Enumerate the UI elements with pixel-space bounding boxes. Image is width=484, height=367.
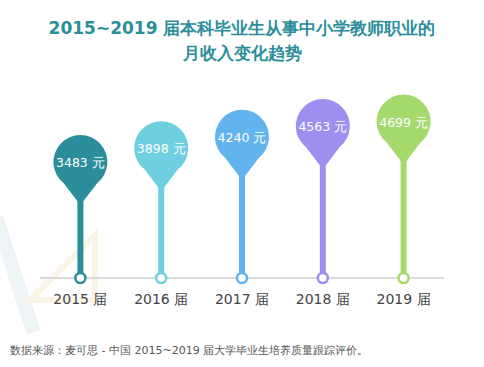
lollipop-head: [134, 121, 188, 191]
title-line: 2015~2019 届本科毕业生从事中小学教师职业的: [49, 18, 436, 38]
lollipop-base: [237, 273, 247, 283]
lollipop-base: [156, 273, 166, 283]
lollipop: [296, 99, 350, 283]
x-tick-label: 2016 届: [134, 291, 188, 307]
data-label: 4563 元: [298, 119, 347, 134]
data-label: 3483 元: [56, 155, 105, 170]
x-tick-label: 2015 届: [53, 291, 107, 307]
lollipop: [377, 95, 431, 283]
lollipop: [53, 135, 107, 283]
title-line: 月收入变化趋势: [182, 43, 302, 63]
lollipop-head: [53, 135, 107, 205]
chart-root: 2015~2019 届本科毕业生从事中小学教师职业的月收入变化趋势3483 元3…: [0, 0, 484, 367]
lollipop-base: [75, 273, 85, 283]
labels: 3483 元 3898 元 4240 元 4563 元 4699 元 2015 届 2016…: [53, 115, 430, 307]
ruler-deco: [0, 216, 40, 334]
lollipop-head: [377, 95, 431, 165]
lollipop: [215, 110, 269, 283]
lollipop-base: [399, 273, 409, 283]
data-label: 4240 元: [218, 130, 267, 145]
data-label: 3898 元: [137, 141, 186, 156]
x-tick-label: 2018 届: [296, 291, 350, 307]
marks: [53, 95, 430, 283]
source-note: 数据来源：麦可思 - 中国 2015~2019 届大学毕业生培养质量跟踪评价。: [10, 344, 368, 357]
x-tick-label: 2017 届: [215, 291, 269, 307]
lollipop-head: [215, 110, 269, 180]
title: 2015~2019 届本科毕业生从事中小学教师职业的月收入变化趋势: [49, 18, 436, 63]
lollipop: [134, 121, 188, 283]
data-label: 4699 元: [379, 115, 428, 130]
lollipop-head: [296, 99, 350, 169]
x-tick-label: 2019 届: [377, 291, 431, 307]
lollipop-base: [318, 273, 328, 283]
chart-svg: 2015~2019 届本科毕业生从事中小学教师职业的月收入变化趋势3483 元3…: [0, 0, 484, 367]
